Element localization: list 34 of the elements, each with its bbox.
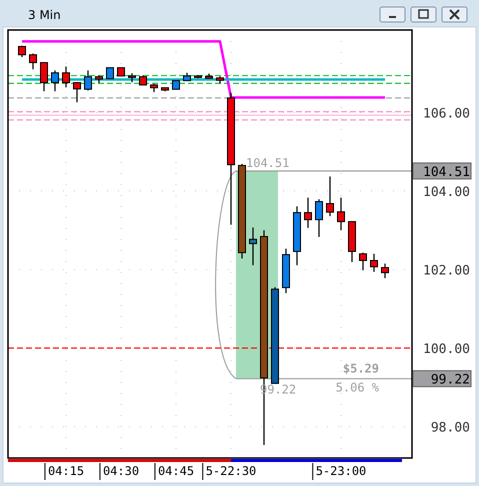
- candlestick: [326, 176, 334, 217]
- candlestick: [73, 82, 81, 103]
- candlestick: [40, 62, 48, 92]
- candlestick: [62, 66, 70, 88]
- ref-line-label: 99.22: [430, 372, 470, 388]
- candlestick: [139, 74, 147, 86]
- candlestick: [249, 226, 257, 266]
- x-tick-label: 04:30: [102, 464, 140, 478]
- ref-line-label: 104.51: [423, 164, 470, 180]
- y-tick-label: 102.00: [423, 264, 470, 279]
- candlestick: [106, 67, 114, 80]
- annotation: 104.51: [246, 156, 290, 170]
- y-tick-label: 98.00: [430, 420, 470, 436]
- candlestick: [128, 72, 136, 83]
- candlestick: [84, 70, 92, 92]
- x-tick-label: 04:45: [158, 464, 194, 478]
- x-tick-label: 5-22:30: [206, 464, 256, 478]
- candlestick: [304, 197, 312, 228]
- candlestick: [359, 252, 367, 271]
- candlestick: [18, 45, 26, 58]
- candlestick: [51, 70, 59, 92]
- candlestick: [337, 197, 345, 231]
- candlestick: [381, 263, 389, 279]
- chart-title: 3 Min: [28, 8, 61, 22]
- y-tick-label: 104.00: [423, 184, 470, 200]
- candlestick: [370, 253, 378, 272]
- annotation: 5.06 %: [336, 380, 380, 395]
- y-tick-label: 106.00: [423, 106, 470, 122]
- candlestick: [29, 52, 37, 70]
- x-tick-label: 04:15: [48, 464, 84, 478]
- annotation: $5.29: [342, 362, 379, 376]
- candlestick: [315, 198, 323, 238]
- y-tick-label: 100.00: [423, 342, 470, 358]
- x-tick-label: 5-23:00: [316, 464, 366, 478]
